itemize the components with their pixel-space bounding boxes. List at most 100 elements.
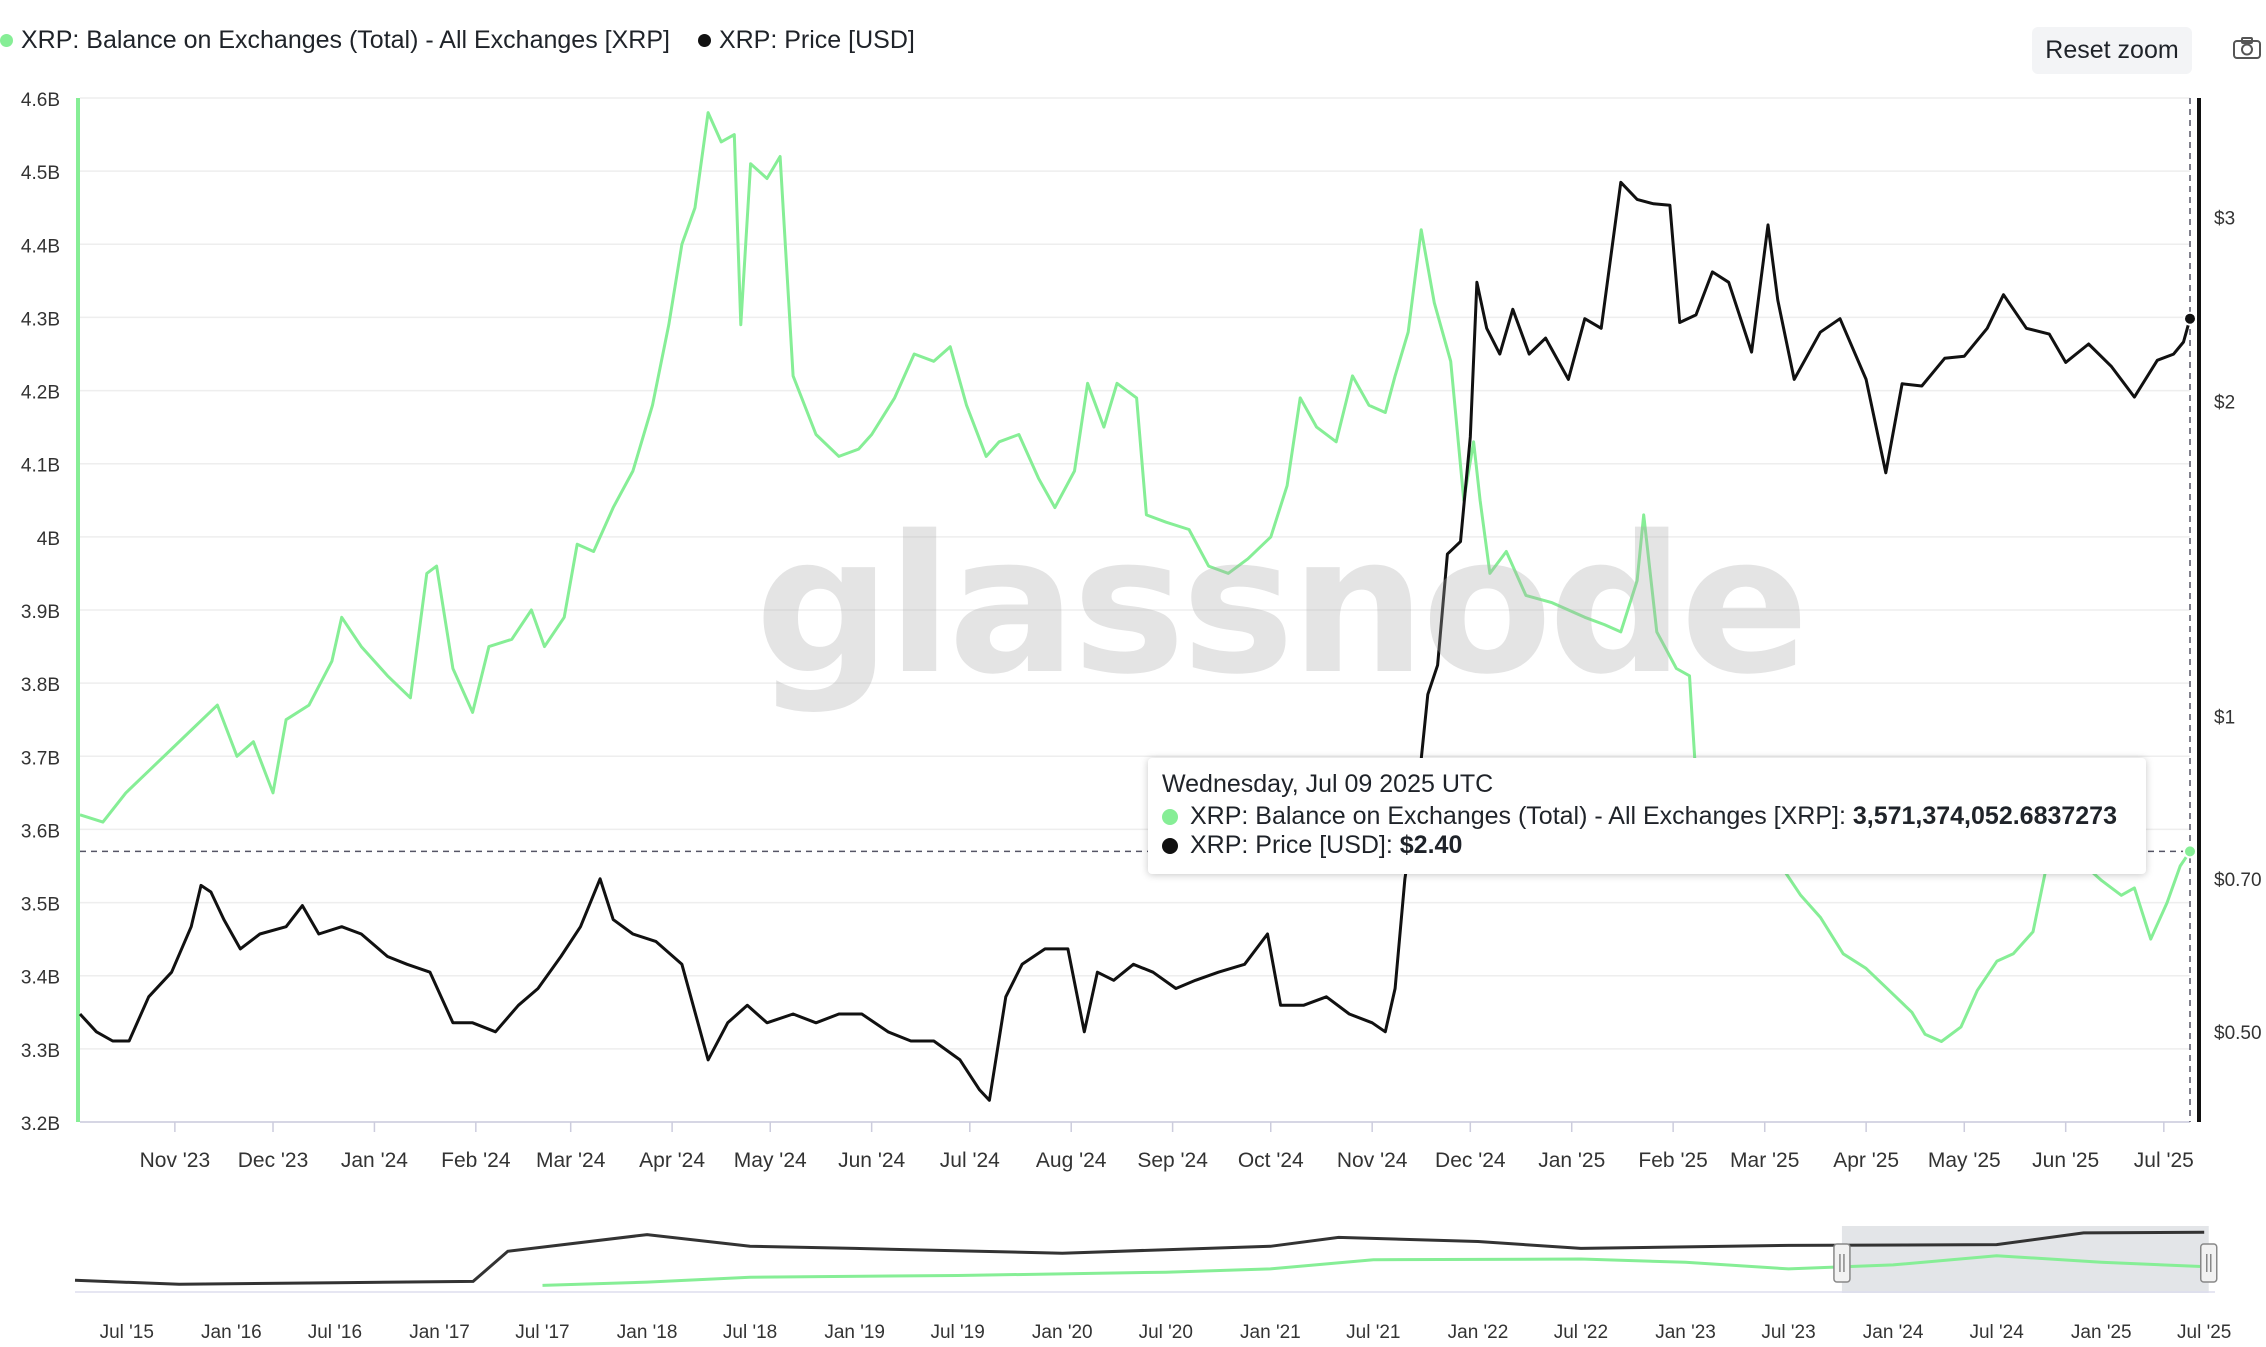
y-tick-label-left: 4.6B bbox=[21, 90, 60, 111]
hover-point-price bbox=[2183, 311, 2197, 326]
y-tick-label-right: $0.50 bbox=[2214, 1023, 2262, 1044]
x-tick-label: Aug '24 bbox=[1036, 1149, 1107, 1172]
navigator[interactable]: Jul '15 Jan '16 Jul '16 Jan '17 Jul '17 Jan '… bbox=[74, 1226, 2231, 1343]
handle-grip bbox=[2199, 1243, 2218, 1283]
tooltip-value-balance: 3,571,374,052.6837273 bbox=[1852, 802, 2117, 830]
y-tick-label-left: 4.3B bbox=[21, 309, 60, 330]
x-tick-label: Mar '24 bbox=[536, 1149, 606, 1172]
navigator-tick-label: Jan '22 bbox=[1448, 1322, 1509, 1343]
x-tick-label: Apr '25 bbox=[1833, 1149, 1899, 1172]
legend-item-price[interactable]: XRP: Price [USD] bbox=[697, 26, 915, 55]
navigator-tick-label: Jan '18 bbox=[617, 1322, 678, 1343]
x-tick-label: Sep '24 bbox=[1137, 1149, 1208, 1172]
x-tick-label: Mar '25 bbox=[1730, 1149, 1799, 1172]
navigator-tick-label: Jul '25 bbox=[2177, 1322, 2231, 1343]
tooltip-marker-price bbox=[1162, 837, 1178, 854]
navigator-tick-label: Jul '23 bbox=[1761, 1322, 1815, 1343]
navigator-line-balance bbox=[542, 1254, 2205, 1287]
data-tooltip: Wednesday, Jul 09 2025 UTC XRP: Balance … bbox=[1148, 758, 2146, 874]
navigator-tick-label: Jul '22 bbox=[1554, 1322, 1608, 1343]
handle-grip bbox=[1833, 1243, 1851, 1283]
navigator-tick-label: Jan '20 bbox=[1032, 1322, 1093, 1343]
reset-zoom-button[interactable]: Reset zoom bbox=[2032, 27, 2192, 74]
tooltip-value-price: $2.40 bbox=[1399, 831, 1463, 859]
tooltip-marker-balance bbox=[1162, 808, 1178, 825]
left-y-axis: 3.2B 3.3B 3.4B 3.5B 3.6B 3.7B 3.8B 3.9B 4B 4.1B 4.… bbox=[21, 90, 80, 1135]
legend-label-balance: XRP: Balance on Exchanges (Total) - All … bbox=[21, 26, 670, 54]
navigator-tick-label: Jul '19 bbox=[930, 1322, 984, 1343]
hover-point-balance bbox=[2183, 844, 2197, 859]
navigator-tick-label: Jul '16 bbox=[308, 1322, 362, 1343]
legend-marker-price bbox=[697, 34, 711, 47]
navigator-line-price bbox=[74, 1230, 2205, 1286]
x-tick-label: Dec '23 bbox=[238, 1149, 309, 1172]
y-tick-label-left: 3.8B bbox=[21, 675, 60, 696]
series-line-price bbox=[78, 180, 2192, 1102]
navigator-tick-label: Jan '24 bbox=[1863, 1322, 1924, 1343]
navigator-tick-label: Jan '23 bbox=[1655, 1322, 1716, 1343]
y-tick-label-right: $2 bbox=[2214, 393, 2235, 414]
navigator-handle[interactable] bbox=[2199, 1243, 2218, 1283]
x-axis: Nov '23 Dec '23 Jan '24 Feb '24 Mar '24 Apr '… bbox=[80, 1121, 2194, 1172]
x-tick-label: May '24 bbox=[734, 1149, 807, 1172]
y-tick-label-left: 4B bbox=[37, 529, 60, 550]
navigator-tick-label: Jan '25 bbox=[2071, 1322, 2132, 1343]
navigator-tick-label: Jul '24 bbox=[1969, 1322, 2024, 1343]
y-tick-label-left: 3.5B bbox=[21, 895, 60, 916]
x-tick-label: May '25 bbox=[1928, 1149, 2001, 1172]
navigator-tick-label: Jan '16 bbox=[201, 1322, 262, 1343]
x-tick-label: Nov '24 bbox=[1337, 1149, 1408, 1172]
x-tick-label: Jul '24 bbox=[940, 1149, 1000, 1172]
navigator-tick-label: Jul '15 bbox=[100, 1322, 154, 1343]
y-tick-label-left: 4.2B bbox=[21, 383, 60, 404]
tooltip-row-price: XRP: Price [USD]: $2.40 bbox=[1162, 831, 1462, 860]
legend-marker-balance bbox=[0, 34, 13, 47]
x-tick-label: Jun '24 bbox=[838, 1149, 905, 1172]
y-tick-label-left: 4.1B bbox=[21, 456, 60, 477]
right-y-axis: $0.50 $0.70 $1 $2 $3 bbox=[2197, 98, 2262, 1122]
navigator-handle[interactable] bbox=[1833, 1243, 1851, 1283]
y-tick-label-left: 3.3B bbox=[21, 1041, 60, 1062]
navigator-tick-label: Jan '17 bbox=[409, 1322, 470, 1343]
navigator-tick-label: Jul '20 bbox=[1139, 1322, 1193, 1343]
tooltip-row-balance: XRP: Balance on Exchanges (Total) - All … bbox=[1162, 802, 2117, 831]
x-tick-label: Jul '25 bbox=[2134, 1149, 2194, 1172]
navigator-tick-label: Jul '21 bbox=[1346, 1322, 1400, 1343]
navigator-tick-label: Jul '18 bbox=[723, 1322, 777, 1343]
camera-icon[interactable] bbox=[2233, 37, 2261, 59]
x-tick-label: Jan '24 bbox=[341, 1149, 408, 1172]
x-tick-label: Feb '25 bbox=[1638, 1149, 1707, 1172]
y-tick-label-left: 3.6B bbox=[21, 821, 60, 842]
legend-label-price: XRP: Price [USD] bbox=[718, 26, 915, 54]
y-tick-label-left: 4.4B bbox=[21, 236, 60, 257]
legend: XRP: Balance on Exchanges (Total) - All … bbox=[0, 26, 915, 55]
tooltip-label-price: XRP: Price [USD]: bbox=[1190, 831, 1393, 859]
grid bbox=[80, 97, 2190, 1123]
series-line-balance bbox=[79, 111, 2192, 1043]
y-tick-label-left: 3.9B bbox=[21, 602, 60, 623]
navigator-tick-label: Jan '21 bbox=[1240, 1322, 1301, 1343]
x-tick-label: Dec '24 bbox=[1435, 1149, 1506, 1172]
y-tick-label-right: $0.70 bbox=[2214, 870, 2262, 891]
legend-item-balance[interactable]: XRP: Balance on Exchanges (Total) - All … bbox=[0, 26, 670, 55]
y-tick-label-left: 4.5B bbox=[21, 163, 60, 184]
y-tick-label-left: 3.2B bbox=[21, 1114, 60, 1135]
crosshair bbox=[80, 98, 2197, 1122]
y-tick-label-left: 3.4B bbox=[21, 968, 60, 989]
tooltip-date: Wednesday, Jul 09 2025 UTC bbox=[1162, 770, 1494, 798]
x-tick-label: Jan '25 bbox=[1538, 1149, 1605, 1172]
x-tick-label: Oct '24 bbox=[1238, 1149, 1304, 1172]
x-tick-label: Apr '24 bbox=[639, 1149, 705, 1172]
navigator-tick-label: Jul '17 bbox=[515, 1322, 569, 1343]
x-tick-label: Jun '25 bbox=[2032, 1149, 2099, 1172]
navigator-selection bbox=[1841, 1226, 2209, 1293]
y-tick-label-right: $3 bbox=[2214, 208, 2235, 229]
plot-area bbox=[78, 111, 2192, 1102]
y-tick-label-left: 3.7B bbox=[21, 748, 60, 769]
navigator-tick-label: Jan '19 bbox=[824, 1322, 885, 1343]
tooltip-label-balance: XRP: Balance on Exchanges (Total) - All … bbox=[1190, 802, 1846, 830]
x-tick-label: Nov '23 bbox=[140, 1149, 211, 1172]
y-tick-label-right: $1 bbox=[2214, 708, 2235, 729]
x-tick-label: Feb '24 bbox=[441, 1149, 511, 1172]
